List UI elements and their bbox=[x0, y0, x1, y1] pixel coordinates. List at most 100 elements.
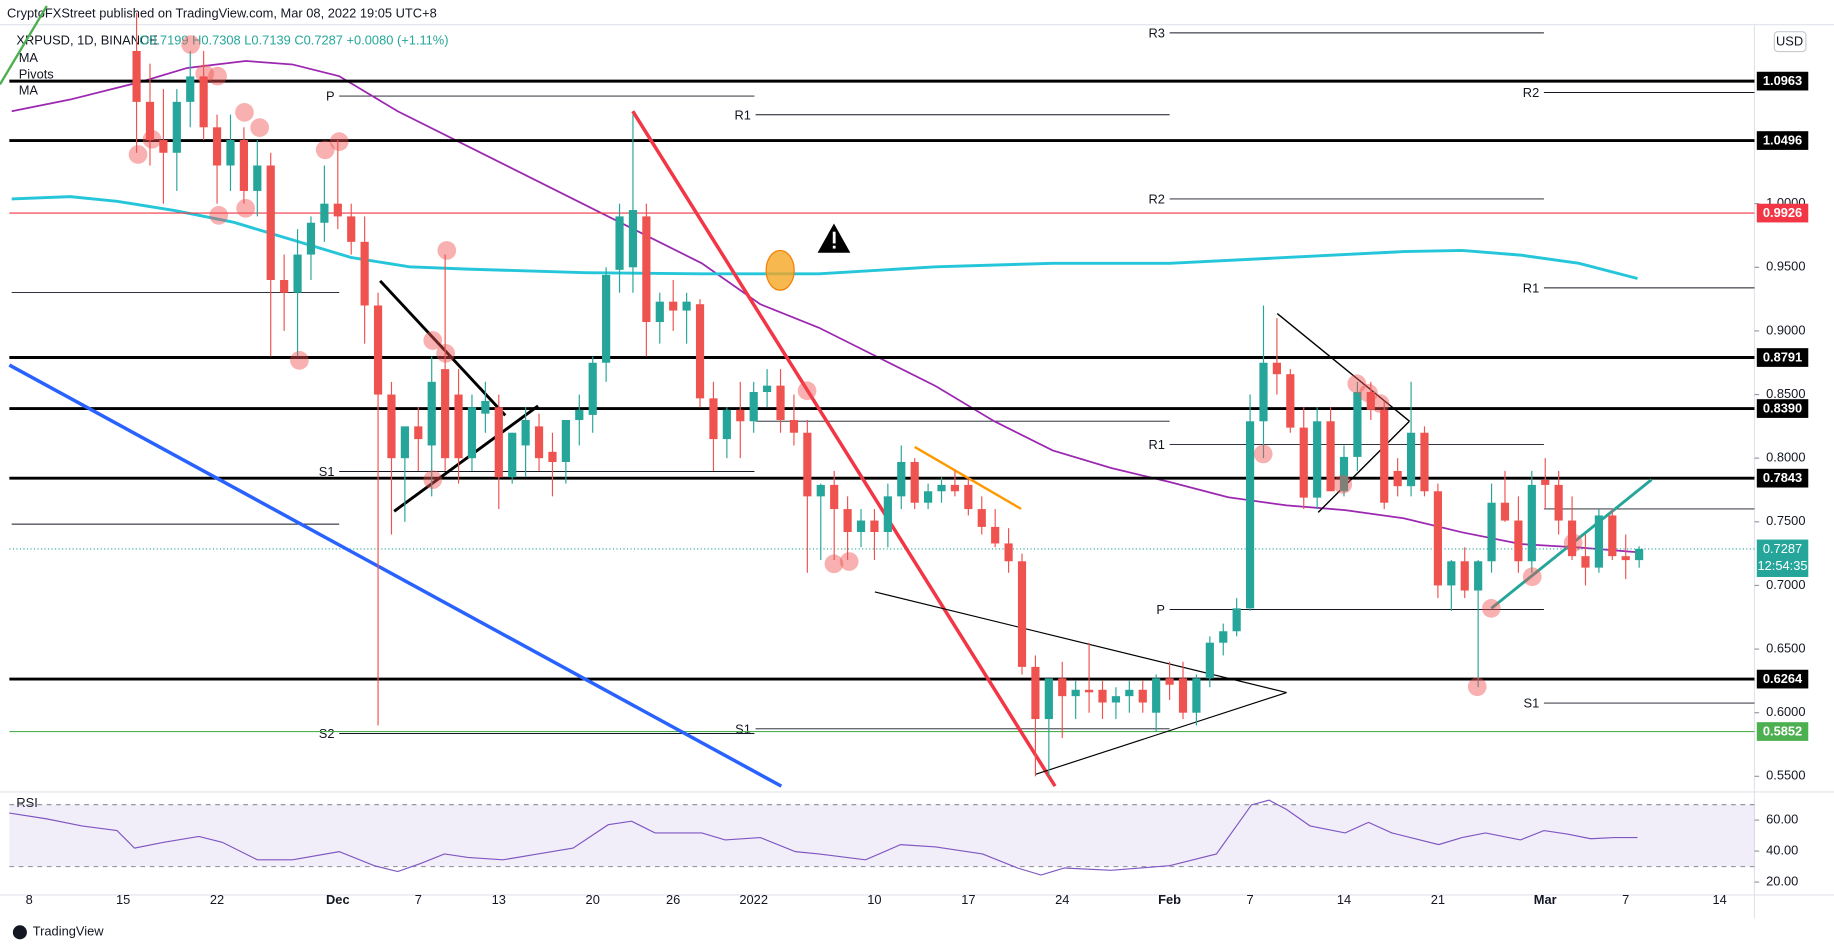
moving-average bbox=[11, 60, 1638, 554]
candle-body bbox=[682, 301, 691, 311]
candle-body bbox=[145, 101, 155, 141]
highlight bbox=[208, 66, 227, 86]
highlight bbox=[209, 205, 229, 225]
highlight bbox=[1522, 567, 1542, 587]
x-tick-label: 2022 bbox=[739, 892, 768, 907]
candle-body bbox=[1433, 491, 1442, 586]
warning-mark bbox=[832, 231, 836, 244]
candle-body bbox=[293, 254, 302, 293]
price-label: 0.7843 bbox=[1763, 470, 1802, 485]
candle-body bbox=[763, 385, 772, 393]
candle-body bbox=[816, 484, 825, 497]
trend-line bbox=[8, 363, 783, 788]
candle-body bbox=[628, 210, 638, 268]
candle-body bbox=[1111, 696, 1121, 703]
candle-body bbox=[1420, 432, 1429, 492]
candle-body bbox=[561, 420, 570, 462]
x-tick-label: 13 bbox=[492, 892, 506, 907]
candle-body bbox=[1393, 470, 1402, 487]
candle-body bbox=[521, 420, 530, 446]
currency[interactable]: USD bbox=[1776, 34, 1803, 49]
currency-button[interactable] bbox=[1773, 31, 1807, 53]
candle-body bbox=[1380, 409, 1389, 503]
price-label: 0.5852 bbox=[1763, 724, 1802, 739]
price-label: 0.7287 bbox=[1763, 541, 1802, 556]
candle-body bbox=[803, 432, 812, 497]
highlight bbox=[250, 118, 270, 137]
highlight bbox=[797, 381, 817, 401]
price-label-box bbox=[1756, 203, 1809, 223]
price-label-box bbox=[1756, 539, 1809, 577]
highlight bbox=[1347, 374, 1367, 394]
x-tick-label: 8 bbox=[26, 892, 33, 907]
price-label: 0.6264 bbox=[1763, 671, 1803, 686]
highlight bbox=[824, 554, 844, 574]
y-tick-label: 0.6000 bbox=[1766, 704, 1805, 719]
trend-line bbox=[631, 110, 1057, 788]
candle-body bbox=[964, 484, 973, 510]
candle-body bbox=[1514, 520, 1523, 562]
candle-body bbox=[870, 520, 879, 532]
pivot-label: S1 bbox=[1524, 696, 1540, 711]
candle-body bbox=[722, 409, 731, 440]
candle-body bbox=[454, 394, 463, 459]
candle-body bbox=[1594, 515, 1603, 568]
pattern-line bbox=[874, 591, 1287, 694]
pivot-label: R2 bbox=[1523, 85, 1539, 100]
candle-body bbox=[199, 76, 208, 128]
price-label-box bbox=[1756, 348, 1809, 367]
candle-body bbox=[467, 407, 477, 459]
y-tick-label: 0.8000 bbox=[1766, 450, 1805, 465]
trend-line bbox=[0, 5, 48, 85]
candle-body bbox=[991, 526, 1000, 544]
candle-body bbox=[1500, 502, 1510, 521]
candle-body bbox=[709, 398, 718, 440]
pivot-label: R1 bbox=[734, 107, 750, 122]
candle-body bbox=[1299, 427, 1308, 498]
candle-body bbox=[320, 203, 329, 223]
highlight bbox=[195, 64, 215, 84]
candle-body bbox=[534, 426, 544, 459]
y-tick-label: 0.6500 bbox=[1766, 640, 1805, 655]
price-label-box bbox=[1756, 71, 1809, 91]
price-label-box bbox=[1756, 131, 1809, 150]
candle-body bbox=[910, 461, 919, 503]
candle-body bbox=[1487, 502, 1496, 562]
candle-body bbox=[1259, 362, 1268, 422]
pivot-label: R1 bbox=[1149, 437, 1165, 452]
highlight bbox=[181, 35, 201, 54]
candle-body bbox=[924, 491, 933, 503]
candle-body bbox=[1608, 515, 1617, 557]
footer: TradingView bbox=[33, 924, 104, 939]
rsi-tick-label: 20.00 bbox=[1766, 873, 1798, 888]
candle-body bbox=[588, 362, 597, 415]
rsi-tick-label: 40.00 bbox=[1766, 842, 1798, 857]
x-tick-label: 24 bbox=[1055, 892, 1069, 907]
candle-body bbox=[1635, 548, 1644, 561]
candle-body bbox=[1125, 689, 1134, 697]
highlight bbox=[423, 331, 443, 350]
candle-body bbox=[172, 101, 181, 153]
candle-body bbox=[1567, 520, 1577, 557]
candle-body bbox=[494, 407, 503, 478]
price-label-box bbox=[1756, 399, 1809, 418]
candle-body bbox=[441, 369, 450, 459]
candle-body bbox=[548, 451, 557, 462]
candle-body bbox=[1286, 374, 1295, 428]
pivot-label: R3 bbox=[1149, 25, 1165, 40]
price-label-box bbox=[1756, 468, 1809, 488]
price-label-box bbox=[1756, 669, 1809, 689]
price-label: 1.0963 bbox=[1763, 73, 1802, 88]
x-tick-label: Mar bbox=[1534, 892, 1557, 907]
candle-body bbox=[333, 203, 342, 217]
candle-body bbox=[508, 432, 517, 478]
candle-body bbox=[1004, 543, 1013, 562]
candle-body bbox=[950, 484, 960, 492]
highlight bbox=[315, 140, 335, 160]
x-tick-label: Dec bbox=[326, 892, 350, 907]
pattern-line bbox=[379, 279, 507, 417]
candle-body bbox=[306, 222, 316, 255]
candle-body bbox=[1138, 689, 1147, 703]
candle-body bbox=[1447, 561, 1456, 586]
